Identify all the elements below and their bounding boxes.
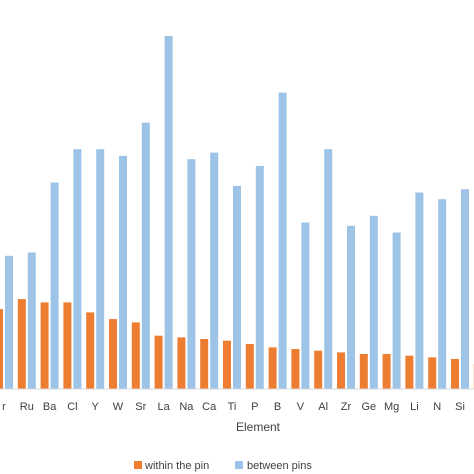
bar-between-pins-p-11	[255, 165, 264, 389]
bar-between-pins-zr-0	[5, 255, 13, 389]
bar-within-the-pin-al-14	[314, 350, 323, 389]
bar-within-the-pin-b-12	[268, 347, 277, 389]
bar-between-pins-mg-17	[392, 232, 401, 389]
bar-between-pins-na-8	[187, 159, 196, 389]
x-tick-label-ca-9: Ca	[202, 401, 217, 413]
bar-between-pins-ru-1	[27, 252, 36, 389]
x-tick-label-w-5: W	[113, 401, 124, 413]
bar-within-the-pin-na-8	[177, 337, 186, 389]
bar-within-the-pin-y-4	[86, 312, 95, 389]
bar-within-the-pin-mg-17	[382, 354, 391, 389]
x-tick-label-la-7: La	[157, 401, 170, 413]
x-tick-label-li-18: Li	[410, 401, 419, 413]
x-tick-label-ge-16: Ge	[361, 401, 376, 413]
x-tick-label-zr-15: Zr	[341, 401, 352, 413]
x-tick-label-p-11: P	[251, 401, 258, 413]
x-tick-label-b-12: B	[274, 401, 281, 413]
x-tick-label-cl-3: Cl	[67, 401, 77, 413]
bar-within-the-pin-zr-0	[0, 309, 3, 389]
x-tick-labels: rRuBaClYWSrLaNaCaTiPBVAlZrGeMgLiNSiS	[2, 401, 465, 413]
legend-swatch-within-the-pin	[134, 461, 142, 469]
bar-within-the-pin-ru-1	[17, 299, 26, 389]
bar-between-pins-ti-10	[233, 185, 241, 389]
x-tick-label-al-14: Al	[318, 401, 328, 413]
legend-label-within-the-pin: within the pin	[144, 460, 209, 472]
bar-between-pins-la-7	[164, 36, 173, 389]
x-tick-label-ti-10: Ti	[228, 401, 237, 413]
bar-between-pins-n-19	[438, 199, 447, 389]
bar-between-pins-ca-9	[210, 152, 219, 389]
bar-between-pins-ge-16	[369, 215, 378, 389]
x-tick-label-v-13: V	[297, 401, 305, 413]
bar-between-pins-cl-3	[73, 149, 82, 389]
x-tick-label-y-4: Y	[92, 401, 100, 413]
bar-within-the-pin-ba-2	[40, 302, 49, 389]
x-tick-label-n-19: N	[433, 401, 441, 413]
bar-between-pins-y-4	[96, 149, 105, 389]
bar-within-the-pin-v-13	[291, 349, 300, 389]
bar-between-pins-zr-15	[347, 225, 355, 389]
bar-within-the-pin-ca-9	[200, 339, 209, 389]
legend-label-between-pins: between pins	[247, 460, 312, 472]
bar-between-pins-si-20	[461, 189, 469, 389]
bar-between-pins-sr-6	[141, 122, 150, 389]
bar-between-pins-v-13	[301, 222, 310, 389]
bar-within-the-pin-la-7	[154, 335, 163, 389]
legend-swatch-between-pins	[235, 461, 243, 469]
x-tick-label-sr-6: Sr	[135, 401, 146, 413]
bar-within-the-pin-ti-10	[223, 340, 231, 389]
bar-within-the-pin-w-5	[109, 319, 117, 389]
bar-within-the-pin-p-11	[245, 344, 254, 389]
series-between-pins	[5, 36, 469, 389]
bar-within-the-pin-li-18	[405, 355, 414, 389]
x-tick-label-zr-0: r	[2, 401, 6, 413]
x-tick-label-si-20: Si	[455, 401, 465, 413]
bar-between-pins-li-18	[415, 192, 424, 389]
bar-within-the-pin-zr-15	[337, 352, 345, 389]
bar-within-the-pin-sr-6	[131, 322, 140, 389]
bar-within-the-pin-ge-16	[359, 354, 368, 389]
bar-between-pins-al-14	[324, 149, 333, 389]
bar-within-the-pin-si-20	[451, 359, 459, 389]
series-within-the-pin	[0, 299, 474, 389]
bar-within-the-pin-n-19	[428, 357, 437, 389]
x-axis-title: Element	[236, 420, 281, 434]
x-tick-label-ba-2: Ba	[43, 401, 57, 413]
x-tick-label-na-8: Na	[179, 401, 194, 413]
x-tick-label-mg-17: Mg	[384, 401, 399, 413]
legend: within the pin between pins	[134, 460, 312, 472]
x-tick-label-ru-1: Ru	[20, 401, 34, 413]
bar-between-pins-ba-2	[50, 182, 59, 389]
bar-between-pins-w-5	[119, 155, 127, 389]
bar-within-the-pin-cl-3	[63, 302, 72, 389]
bar-between-pins-b-12	[278, 92, 287, 389]
